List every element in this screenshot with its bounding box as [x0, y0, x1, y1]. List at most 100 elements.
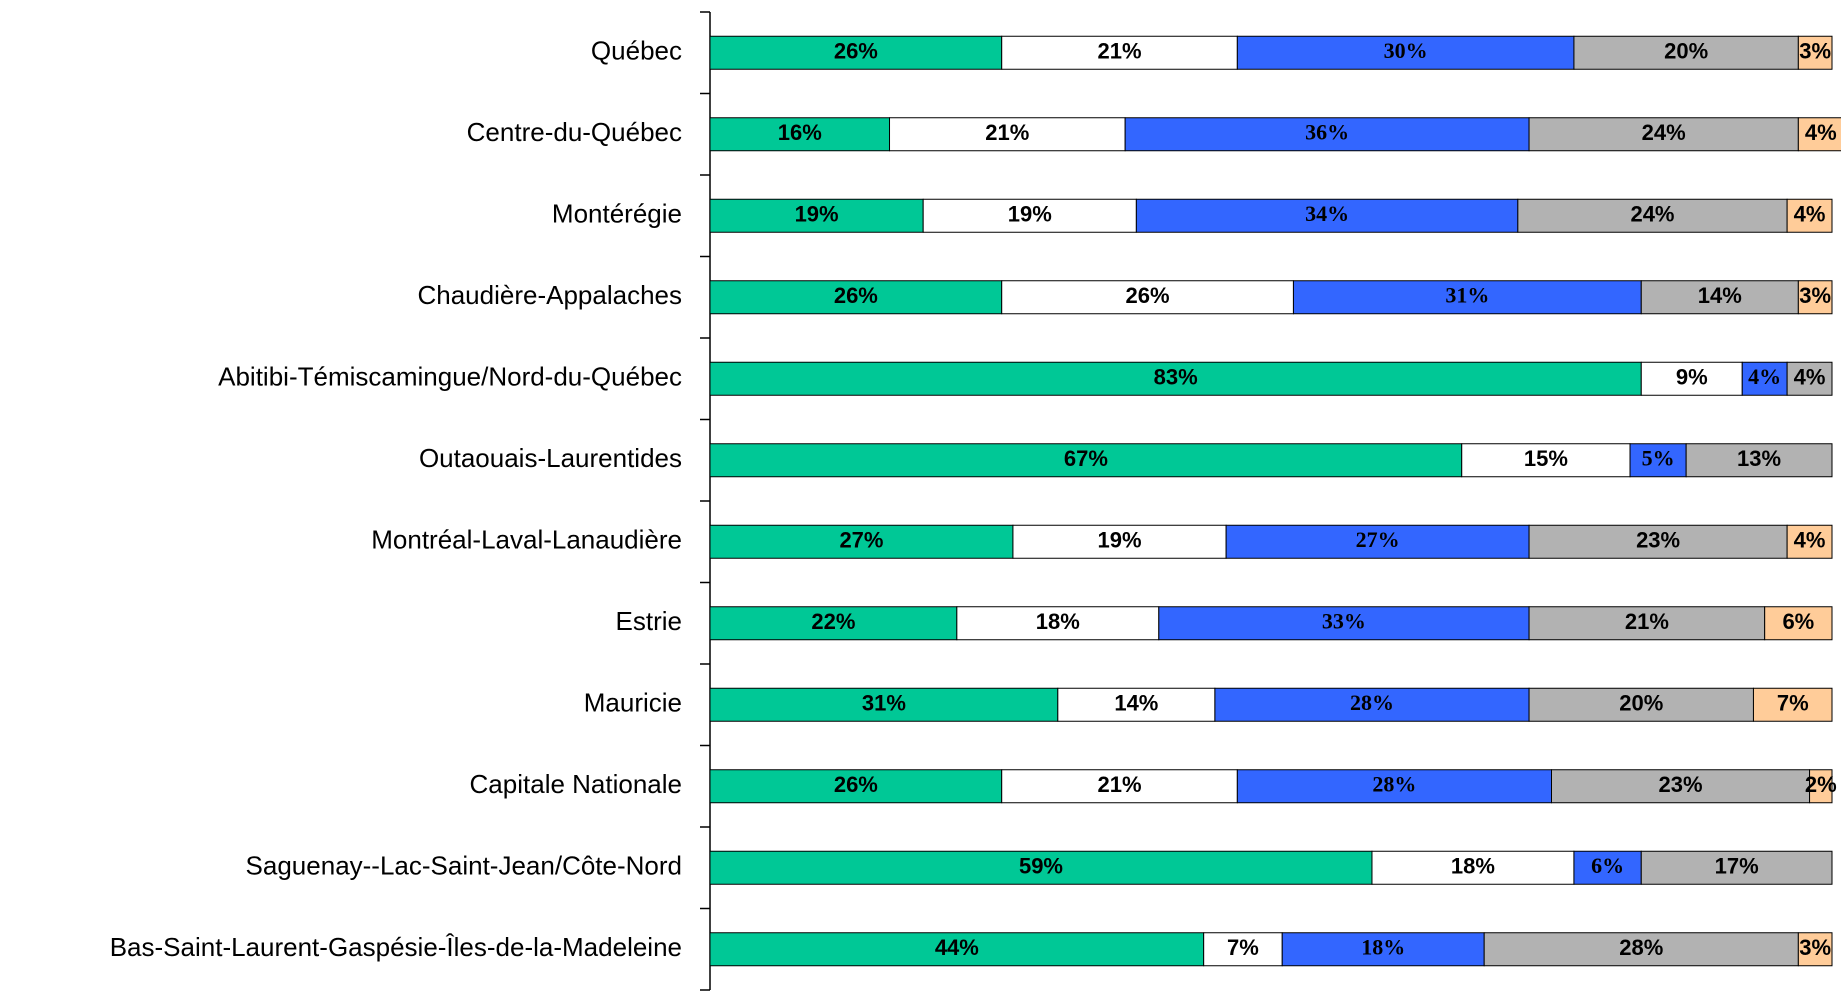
value-label: 67% — [1064, 446, 1108, 471]
value-label: 21% — [1098, 39, 1142, 64]
bar-segment — [1236, 35, 1575, 70]
bar-segment — [709, 280, 1003, 315]
category-label: Chaudière-Appalaches — [417, 280, 682, 310]
value-label: 14% — [1114, 691, 1158, 716]
value-label: 36% — [1305, 119, 1349, 144]
value-label: 20% — [1664, 39, 1708, 64]
value-label: 30% — [1384, 38, 1428, 63]
value-label: 7% — [1227, 935, 1259, 960]
value-label: 3% — [1799, 39, 1831, 64]
value-label: 31% — [1445, 282, 1489, 307]
bar-segment — [1001, 280, 1294, 315]
bar-segment — [1786, 361, 1833, 396]
bar-segment — [1797, 117, 1841, 152]
bar-segment — [889, 117, 1126, 152]
category-label: Mauricie — [584, 688, 682, 718]
value-label: 9% — [1676, 365, 1708, 390]
bar-segment — [1528, 687, 1754, 722]
bar-segment — [1685, 443, 1833, 478]
value-label: 19% — [1098, 528, 1142, 553]
bar-segment — [1629, 443, 1687, 478]
category-label: Saguenay--Lac-Saint-Jean/Côte-Nord — [246, 851, 682, 881]
bar-segment — [709, 850, 1373, 885]
value-label: 28% — [1619, 935, 1663, 960]
bar-segment — [1528, 524, 1788, 559]
bar-segment — [1461, 443, 1631, 478]
value-label: 3% — [1799, 283, 1831, 308]
value-label: 5% — [1642, 445, 1675, 470]
bar-segment — [1551, 769, 1811, 804]
bar-segment — [1158, 606, 1530, 641]
value-label: 21% — [985, 120, 1029, 145]
bar-segment — [1214, 687, 1530, 722]
value-label: 16% — [778, 120, 822, 145]
value-label: 26% — [834, 283, 878, 308]
value-label: 34% — [1305, 201, 1349, 226]
value-label: 18% — [1451, 854, 1495, 879]
bar-segment — [1203, 932, 1283, 967]
bar-segment — [1640, 280, 1799, 315]
category-label: Capitale Nationale — [470, 769, 682, 799]
value-label: 7% — [1777, 691, 1809, 716]
value-label: 18% — [1361, 934, 1405, 959]
bar-segment — [1764, 606, 1833, 641]
value-label: 59% — [1019, 854, 1063, 879]
value-label: 21% — [1625, 609, 1669, 634]
value-label: 26% — [834, 772, 878, 797]
category-label: Montréal-Laval-Lanaudière — [371, 525, 682, 555]
bar-segment — [1741, 361, 1788, 396]
value-label: 4% — [1794, 202, 1826, 227]
bar-segment — [709, 606, 958, 641]
bar-segment — [1809, 769, 1833, 804]
value-label: 4% — [1794, 528, 1826, 553]
bar-segment — [1528, 606, 1766, 641]
bar-segment — [1752, 687, 1833, 722]
value-label: 14% — [1698, 283, 1742, 308]
category-label: Estrie — [616, 606, 682, 636]
bar-segment — [1786, 524, 1833, 559]
bar-segment — [1236, 769, 1552, 804]
category-label: Abitibi-Témiscamingue/Nord-du-Québec — [218, 362, 682, 392]
category-label: Centre-du-Québec — [467, 117, 682, 147]
category-label: Québec — [591, 36, 682, 66]
value-label: 24% — [1642, 120, 1686, 145]
value-label: 22% — [811, 609, 855, 634]
value-label: 4% — [1805, 120, 1837, 145]
value-label: 27% — [839, 528, 883, 553]
value-label: 3% — [1799, 935, 1831, 960]
value-label: 2% — [1805, 772, 1837, 797]
bar-segment — [1797, 932, 1833, 967]
value-label: 26% — [1126, 283, 1170, 308]
bar-segment — [1057, 687, 1216, 722]
value-label: 13% — [1737, 446, 1781, 471]
value-label: 23% — [1659, 772, 1703, 797]
category-label: Outaouais-Laurentides — [419, 443, 682, 473]
value-label: 26% — [834, 39, 878, 64]
bar-segment — [709, 443, 1463, 478]
value-label: 44% — [935, 935, 979, 960]
value-label: 19% — [795, 202, 839, 227]
value-label: 19% — [1008, 202, 1052, 227]
value-label: 20% — [1619, 691, 1663, 716]
bar-segment — [1371, 850, 1575, 885]
value-label: 21% — [1098, 772, 1142, 797]
bar-segment — [1640, 361, 1743, 396]
value-label: 4% — [1794, 365, 1826, 390]
value-label: 6% — [1782, 609, 1814, 634]
value-label: 33% — [1322, 608, 1366, 633]
bar-segment — [1483, 932, 1799, 967]
value-label: 18% — [1036, 609, 1080, 634]
bar-segment — [709, 932, 1205, 967]
category-label: Montérégie — [552, 199, 682, 229]
bar-segment — [709, 117, 891, 152]
bar-segment — [1786, 198, 1833, 233]
bar-segment — [1797, 35, 1833, 70]
value-label: 23% — [1636, 528, 1680, 553]
value-label: 31% — [862, 691, 906, 716]
value-label: 83% — [1154, 365, 1198, 390]
bar-segment — [1517, 198, 1788, 233]
value-label: 15% — [1524, 446, 1568, 471]
bar-segment — [1797, 280, 1833, 315]
value-label: 17% — [1715, 854, 1759, 879]
